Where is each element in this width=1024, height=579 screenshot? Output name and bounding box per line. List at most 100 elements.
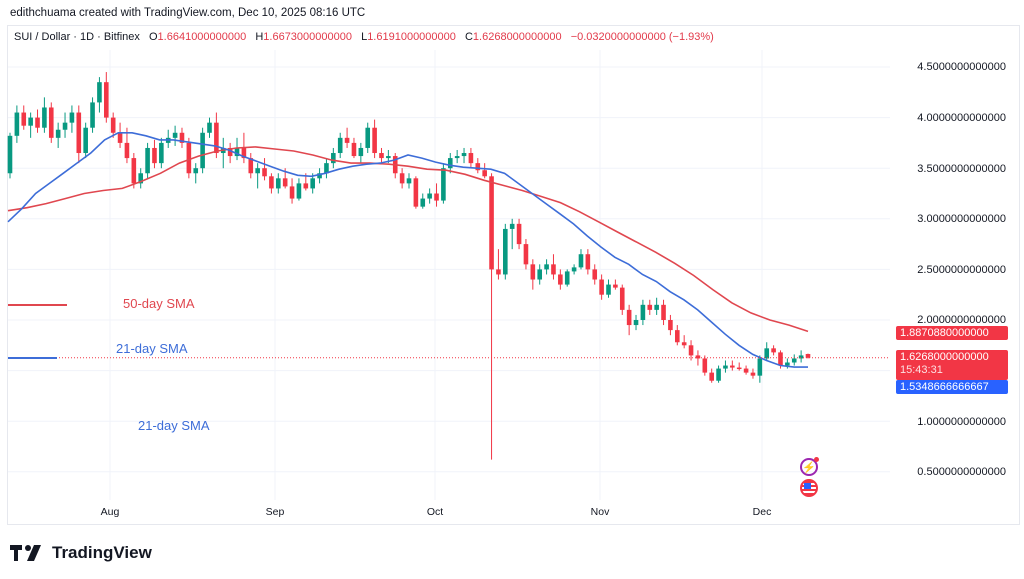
sma21-annotation[interactable]: 21-day SMA (116, 341, 188, 356)
candle (489, 173, 494, 460)
price-tick: 3.0000000000000 (917, 213, 1006, 225)
candle (97, 77, 102, 113)
low-label: L (361, 31, 368, 43)
candle (613, 279, 618, 290)
candle (730, 360, 735, 371)
candle (461, 147, 467, 164)
candle (544, 259, 549, 275)
candle (592, 264, 598, 285)
candle (337, 132, 343, 159)
price-tick: 3.5000000000000 (917, 163, 1006, 175)
time-tick: Nov (590, 506, 610, 518)
brand-name: TradingView (52, 543, 152, 562)
last-price-tag: 1.6268000000000 15:43:31 (896, 350, 1008, 380)
us-flag-icon[interactable] (800, 479, 818, 497)
last-price-value: 1.6268000000000 (900, 351, 989, 363)
candle (668, 314, 673, 336)
candle (172, 125, 178, 146)
candle (661, 299, 666, 326)
candle (619, 284, 625, 315)
bar-countdown: 15:43:31 (900, 364, 943, 376)
time-tick: Aug (100, 506, 120, 518)
candle (482, 163, 487, 179)
sma21-annotation-2[interactable]: 21-day SMA (138, 418, 210, 433)
close-label: C (464, 31, 473, 43)
candle (475, 158, 481, 174)
price-tick: 4.5000000000000 (917, 61, 1006, 73)
candle (138, 168, 144, 189)
candle (454, 149, 460, 164)
candle (702, 355, 708, 376)
candle (558, 269, 563, 290)
symbol-legend: SUI / Dollar · 1D · Bitfinex O1.66410000… (14, 31, 714, 43)
candle (379, 147, 384, 164)
candle (289, 178, 295, 204)
candle (468, 147, 474, 169)
chart-credit: edithchuama created with TradingView.com… (10, 7, 366, 19)
candle (275, 173, 281, 194)
candle (399, 168, 405, 189)
candle (317, 168, 322, 184)
candle (351, 137, 357, 159)
price-tick: 2.5000000000000 (917, 264, 1006, 276)
candle (14, 105, 20, 143)
candle (791, 354, 797, 366)
sma50-annotation[interactable]: 50-day SMA (123, 296, 195, 311)
tradingview-logo[interactable]: TradingView (10, 543, 152, 563)
candle (110, 112, 116, 138)
candle (179, 127, 185, 148)
candle (578, 249, 584, 270)
time-tick: Sep (265, 506, 285, 518)
candle (48, 102, 54, 143)
candle (626, 304, 632, 336)
candle (90, 97, 95, 133)
sma21-price-tag: 1.5348666666667 (896, 380, 1008, 394)
candle (165, 129, 171, 148)
candle (104, 72, 109, 123)
change-value: −0.0320000000000 (−1.93%) (570, 31, 714, 43)
candle (159, 137, 164, 169)
candle (193, 163, 199, 184)
candle (695, 350, 701, 366)
candle (248, 153, 254, 179)
candle (55, 122, 61, 148)
candle (530, 259, 536, 290)
candle (7, 132, 13, 179)
candle (723, 360, 728, 373)
candle (805, 353, 811, 359)
candle (585, 249, 591, 275)
time-tick: Dec (752, 506, 772, 518)
candle (324, 158, 329, 179)
candle (262, 158, 267, 181)
candle (503, 223, 508, 280)
candle (220, 137, 226, 169)
candle (207, 117, 212, 138)
time-tick: Oct (426, 506, 444, 518)
candle (771, 345, 776, 356)
sma50-line[interactable] (7, 146, 809, 333)
candle (28, 112, 33, 138)
lightning-event-icon[interactable]: ⚡ (800, 458, 818, 476)
candle (681, 335, 687, 349)
candle (62, 112, 68, 138)
sma21-line[interactable] (7, 132, 808, 368)
candle (365, 122, 371, 154)
candle (255, 163, 260, 189)
high-label: H (255, 31, 264, 43)
candle (709, 368, 714, 383)
candle (509, 218, 515, 250)
candle (344, 127, 350, 148)
candle (145, 142, 150, 179)
candle (798, 350, 804, 363)
high-value: 1.6673000000000 (263, 31, 352, 43)
candle (406, 173, 412, 189)
sma50-price-tag: 1.8870880000000 (896, 326, 1008, 340)
open-label: O (148, 31, 158, 43)
candle (186, 137, 192, 179)
symbol-title[interactable]: SUI / Dollar · 1D · Bitfinex (14, 31, 140, 43)
open-value: 1.6641000000000 (157, 31, 247, 43)
price-tick: 4.0000000000000 (917, 112, 1006, 124)
candle (716, 365, 721, 383)
close-value: 1.6268000000000 (472, 31, 562, 43)
